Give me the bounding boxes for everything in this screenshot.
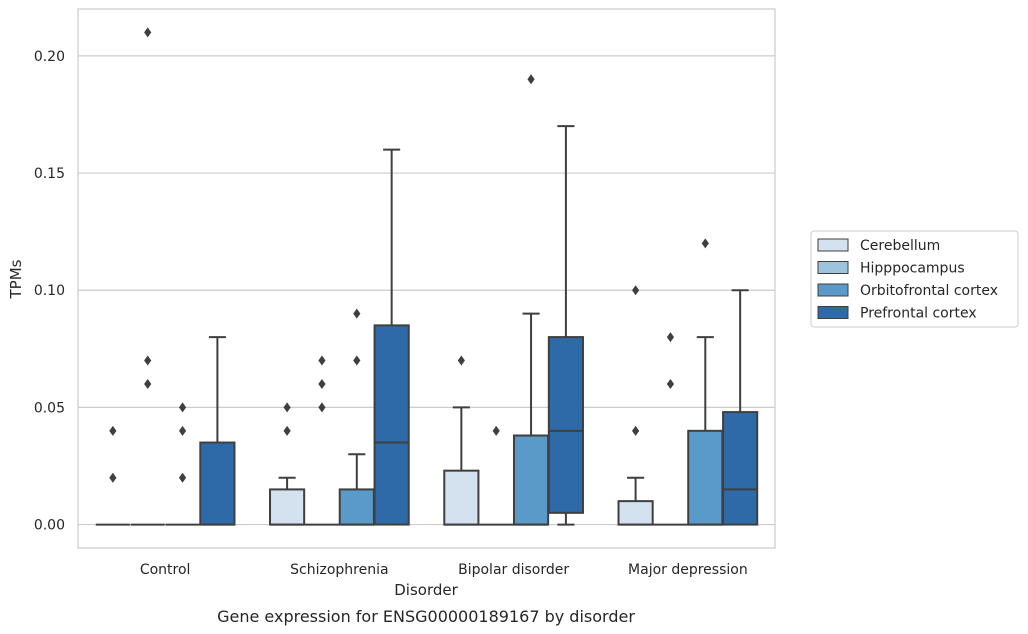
legend-swatch [817, 283, 849, 297]
outlier-point [457, 355, 465, 366]
box-body [338, 488, 375, 526]
legend-item-orbitofrontal-cortex: Orbitofrontal cortex [817, 283, 998, 299]
box-body [373, 324, 410, 526]
outlier-point [144, 27, 152, 38]
x-tick-label: Major depression [628, 562, 748, 578]
outlier-point [701, 238, 709, 249]
box-hipppocampus-bipolar-disorder [479, 425, 514, 526]
legend-swatch [817, 306, 849, 319]
legend-frame [810, 230, 1019, 328]
box-cerebellum-major-depression [617, 285, 654, 526]
outlier-point [283, 425, 291, 436]
outlier-point [353, 355, 361, 366]
chart-caption: Gene expression for ENSG00000189167 by d… [217, 607, 635, 626]
box-hipppocampus-major-depression [653, 332, 688, 526]
y-tick-label: 0.10 [34, 283, 65, 299]
box-body [687, 429, 724, 526]
box-orbitofrontal-cortex-bipolar-disorder [512, 74, 550, 526]
box-hipppocampus-control [130, 27, 165, 526]
x-axis-ticks: Control Schizophrenia Bipolar disorder Majo… [140, 562, 748, 578]
box-cerebellum-bipolar-disorder [443, 355, 480, 526]
outlier-point [632, 285, 640, 296]
box-hipppocampus-schizophrenia [304, 355, 340, 526]
y-axis-label: TPMs [7, 259, 25, 299]
box-body [547, 336, 584, 514]
box-cerebellum-schizophrenia [269, 402, 306, 526]
box-prefrontal-cortex-bipolar-disorder [547, 125, 584, 526]
y-axis-ticks: 0.00 0.05 0.10 0.15 0.20 [34, 49, 65, 534]
outlier-point [144, 355, 152, 366]
outlier-point [666, 378, 675, 389]
outlier-point [109, 425, 117, 436]
legend-label: Prefrontal cortex [860, 306, 977, 322]
plot-area [77, 8, 776, 549]
legend: Cerebellum Hipppocampus Orbitofrontal cort… [810, 230, 1019, 328]
y-tick-label: 0.05 [34, 400, 65, 416]
y-tick-label: 0.20 [34, 49, 65, 65]
box-body [443, 469, 480, 526]
box-prefrontal-cortex-schizophrenia [373, 148, 410, 526]
boxes-layer [95, 27, 759, 526]
outlier-point [178, 402, 187, 413]
y-tick-label: 0.00 [34, 518, 65, 534]
box-body [199, 441, 236, 526]
outlier-point [492, 425, 500, 436]
box-orbitofrontal-cortex-control [165, 402, 200, 526]
outlier-point [318, 355, 326, 366]
box-body [512, 434, 550, 526]
box-orbitofrontal-cortex-schizophrenia [338, 308, 375, 526]
outlier-point [178, 472, 187, 483]
y-tick-label: 0.15 [34, 166, 65, 182]
legend-swatch [817, 261, 849, 274]
box-body [722, 411, 759, 526]
x-tick-label: Bipolar disorder [458, 562, 569, 578]
outlier-point [666, 332, 675, 343]
outlier-point [144, 378, 152, 389]
legend-item-prefrontal-cortex: Prefrontal cortex [817, 306, 977, 322]
box-orbitofrontal-cortex-major-depression [687, 238, 724, 526]
outlier-point [178, 425, 187, 436]
outlier-point [109, 472, 117, 483]
y-gridlines [78, 55, 775, 526]
box-prefrontal-cortex-control [199, 336, 236, 526]
outlier-point [283, 402, 291, 413]
box-body [617, 500, 654, 526]
box-body [269, 488, 306, 526]
outlier-point [527, 74, 535, 85]
legend-label: Hipppocampus [860, 261, 965, 277]
legend-item-hipppocampus: Hipppocampus [817, 261, 965, 277]
legend-swatch [817, 238, 849, 252]
box-cerebellum-control [95, 425, 130, 526]
legend-label: Orbitofrontal cortex [860, 283, 998, 299]
x-tick-label: Schizophrenia [290, 562, 388, 578]
legend-label: Cerebellum [860, 238, 940, 254]
outlier-point [632, 425, 640, 436]
box-prefrontal-cortex-major-depression [722, 289, 759, 526]
x-axis-label: Disorder [394, 581, 458, 599]
outlier-point [318, 378, 326, 389]
outlier-point [318, 402, 326, 413]
outlier-point [353, 308, 361, 319]
legend-item-cerebellum: Cerebellum [817, 238, 940, 254]
x-tick-label: Control [140, 562, 191, 578]
